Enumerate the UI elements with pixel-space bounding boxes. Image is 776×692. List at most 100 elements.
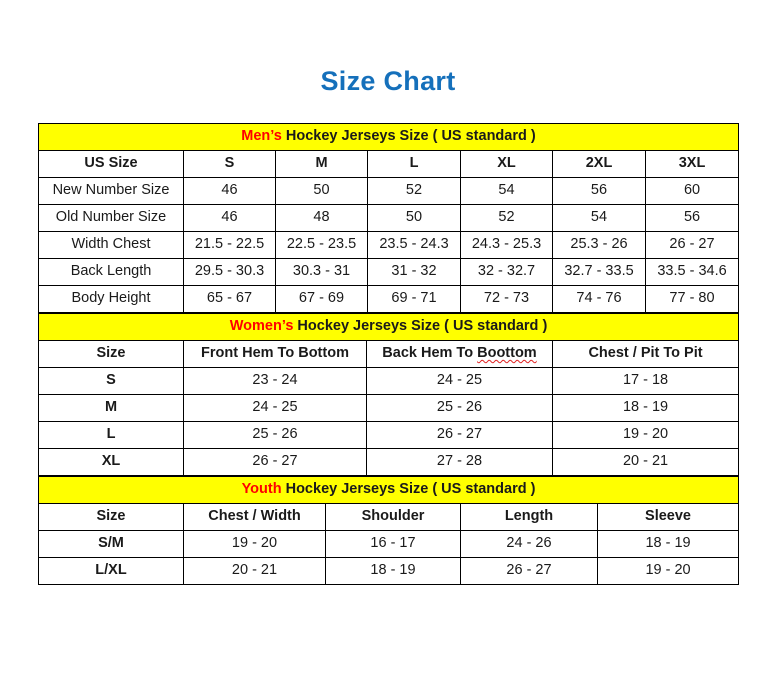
mens-row-label-1: Old Number Size <box>38 204 184 232</box>
womens-cell-0-1: 24 - 25 <box>366 367 553 395</box>
table-row: S/M 19 - 20 16 - 17 24 - 26 18 - 19 <box>38 530 740 558</box>
mens-cell-0-2: 52 <box>367 177 461 205</box>
mens-col-header-4: XL <box>460 150 553 178</box>
youth-cell-1-3: 19 - 20 <box>596 557 740 585</box>
mens-cell-4-2: 69 - 71 <box>367 285 461 313</box>
mens-col-header-6: 3XL <box>644 150 740 178</box>
womens-section-title-rest: Hockey Jerseys Size ( US standard ) <box>293 318 548 335</box>
womens-row-label-2: L <box>38 421 184 449</box>
womens-cell-1-1: 25 - 26 <box>366 394 553 422</box>
mens-cell-1-0: 46 <box>183 204 276 232</box>
youth-cell-1-0: 20 - 21 <box>183 557 326 585</box>
womens-cell-3-2: 20 - 21 <box>551 448 740 476</box>
womens-cell-0-2: 17 - 18 <box>551 367 740 395</box>
womens-cell-2-0: 25 - 26 <box>183 421 367 449</box>
mens-cell-0-4: 56 <box>552 177 646 205</box>
table-row: M 24 - 25 25 - 26 18 - 19 <box>38 394 740 422</box>
mens-row-label-0: New Number Size <box>38 177 184 205</box>
mens-cell-3-2: 31 - 32 <box>367 258 461 286</box>
youth-cell-0-3: 18 - 19 <box>596 530 740 558</box>
mens-cell-2-0: 21.5 - 22.5 <box>183 231 276 259</box>
mens-cell-1-1: 48 <box>275 204 368 232</box>
mens-cell-0-5: 60 <box>644 177 740 205</box>
mens-size-table: Men’s Hockey Jerseys Size ( US standard … <box>37 123 740 313</box>
mens-cell-3-5: 33.5 - 34.6 <box>644 258 740 286</box>
youth-section-title-rest: Hockey Jerseys Size ( US standard ) <box>281 481 536 498</box>
mens-cell-3-3: 32 - 32.7 <box>460 258 553 286</box>
youth-cell-1-2: 26 - 27 <box>460 557 598 585</box>
mens-cell-1-2: 50 <box>367 204 461 232</box>
womens-section-title: Women’s Hockey Jerseys Size ( US standar… <box>37 313 740 341</box>
mens-cell-0-0: 46 <box>183 177 276 205</box>
youth-col-header-1: Chest / Width <box>183 503 326 531</box>
youth-cell-0-2: 24 - 26 <box>460 530 598 558</box>
table-row: Body Height 65 - 67 67 - 69 69 - 71 72 -… <box>38 285 740 313</box>
mens-section-title-accent: Men’s <box>241 128 282 145</box>
mens-cell-3-0: 29.5 - 30.3 <box>183 258 276 286</box>
mens-cell-2-3: 24.3 - 25.3 <box>460 231 553 259</box>
mens-cell-4-1: 67 - 69 <box>275 285 368 313</box>
womens-row-label-0: S <box>38 367 184 395</box>
table-section-header-row: Women’s Hockey Jerseys Size ( US standar… <box>37 313 740 341</box>
mens-section-title-rest: Hockey Jerseys Size ( US standard ) <box>281 128 536 145</box>
mens-col-header-0: US Size <box>38 150 184 178</box>
womens-section-title-accent: Women’s <box>229 318 294 335</box>
mens-cell-2-5: 26 - 27 <box>644 231 740 259</box>
womens-col-header-3: Chest / Pit To Pit <box>551 340 740 368</box>
womens-size-table: Women’s Hockey Jerseys Size ( US standar… <box>37 313 740 476</box>
mens-cell-2-4: 25.3 - 26 <box>552 231 646 259</box>
mens-col-header-1: S <box>183 150 276 178</box>
mens-cell-1-5: 56 <box>644 204 740 232</box>
youth-col-header-3: Length <box>460 503 598 531</box>
mens-cell-1-4: 54 <box>552 204 646 232</box>
womens-cell-0-0: 23 - 24 <box>183 367 367 395</box>
womens-col-header-0: Size <box>38 340 184 368</box>
mens-cell-3-4: 32.7 - 33.5 <box>552 258 646 286</box>
womens-cell-3-0: 26 - 27 <box>183 448 367 476</box>
youth-cell-1-1: 18 - 19 <box>325 557 461 585</box>
youth-section-title: Youth Hockey Jerseys Size ( US standard … <box>37 476 740 504</box>
mens-cell-3-1: 30.3 - 31 <box>275 258 368 286</box>
womens-col-header-2: Back Hem To Boottom <box>366 340 553 368</box>
mens-cell-0-3: 54 <box>460 177 553 205</box>
mens-row-label-2: Width Chest <box>38 231 184 259</box>
womens-cell-2-1: 26 - 27 <box>366 421 553 449</box>
womens-row-label-1: M <box>38 394 184 422</box>
mens-cell-4-3: 72 - 73 <box>460 285 553 313</box>
mens-cell-0-1: 50 <box>275 177 368 205</box>
mens-cell-1-3: 52 <box>460 204 553 232</box>
womens-cell-2-2: 19 - 20 <box>551 421 740 449</box>
mens-cell-2-1: 22.5 - 23.5 <box>275 231 368 259</box>
youth-row-label-1: L/XL <box>38 557 184 585</box>
table-row: Back Length 29.5 - 30.3 30.3 - 31 31 - 3… <box>38 258 740 286</box>
youth-row-label-0: S/M <box>38 530 184 558</box>
womens-row-label-3: XL <box>38 448 184 476</box>
mens-row-label-3: Back Length <box>38 258 184 286</box>
table-header-row: Size Chest / Width Shoulder Length Sleev… <box>38 503 740 531</box>
table-row: L 25 - 26 26 - 27 19 - 20 <box>38 421 740 449</box>
table-header-row: US Size S M L XL 2XL 3XL <box>38 150 740 178</box>
womens-col-header-2-misspelled-word: Boottom <box>477 345 537 362</box>
youth-col-header-4: Sleeve <box>596 503 740 531</box>
mens-cell-4-0: 65 - 67 <box>183 285 276 313</box>
mens-cell-4-5: 77 - 80 <box>644 285 740 313</box>
table-section-header-row: Men’s Hockey Jerseys Size ( US standard … <box>37 123 740 151</box>
table-row: Width Chest 21.5 - 22.5 22.5 - 23.5 23.5… <box>38 231 740 259</box>
youth-size-table: Youth Hockey Jerseys Size ( US standard … <box>37 476 740 585</box>
womens-cell-1-0: 24 - 25 <box>183 394 367 422</box>
table-row: New Number Size 46 50 52 54 56 60 <box>38 177 740 205</box>
mens-section-title: Men’s Hockey Jerseys Size ( US standard … <box>37 123 740 151</box>
mens-col-header-3: L <box>367 150 461 178</box>
size-tables-container: Men’s Hockey Jerseys Size ( US standard … <box>37 123 740 585</box>
table-row: S 23 - 24 24 - 25 17 - 18 <box>38 367 740 395</box>
womens-col-header-1: Front Hem To Bottom <box>183 340 367 368</box>
youth-cell-0-1: 16 - 17 <box>325 530 461 558</box>
table-row: L/XL 20 - 21 18 - 19 26 - 27 19 - 20 <box>38 557 740 585</box>
mens-col-header-5: 2XL <box>552 150 646 178</box>
table-row: Old Number Size 46 48 50 52 54 56 <box>38 204 740 232</box>
mens-col-header-2: M <box>275 150 368 178</box>
mens-row-label-4: Body Height <box>38 285 184 313</box>
table-row: XL 26 - 27 27 - 28 20 - 21 <box>38 448 740 476</box>
table-section-header-row: Youth Hockey Jerseys Size ( US standard … <box>37 476 740 504</box>
